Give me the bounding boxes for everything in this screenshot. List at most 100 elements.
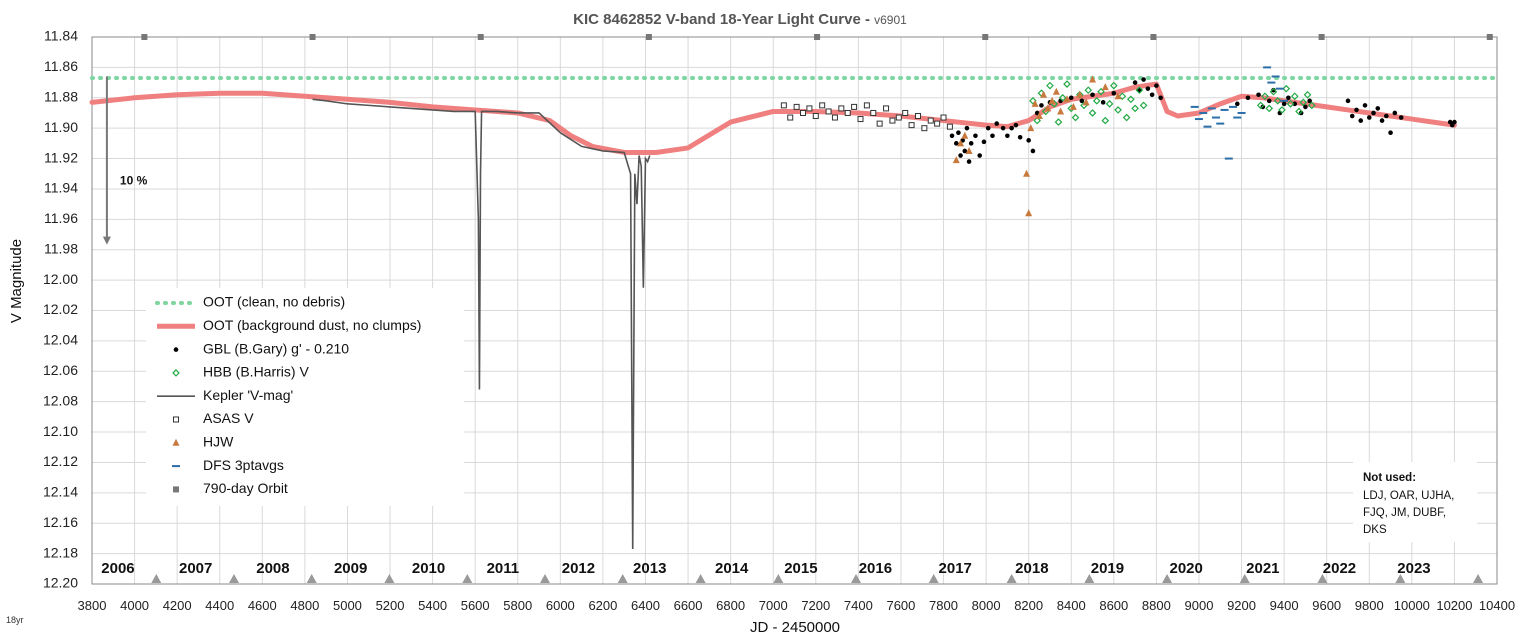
year-label: 2020 xyxy=(1170,560,1203,577)
year-label: 2021 xyxy=(1246,560,1279,577)
year-boundary-marker xyxy=(773,574,784,583)
legend-label: Kepler 'V-mag' xyxy=(203,387,293,403)
year-label: 2022 xyxy=(1323,560,1356,577)
data-point xyxy=(1097,87,1105,96)
data-point xyxy=(876,120,883,127)
series-7 xyxy=(1190,66,1289,160)
year-boundary-marker xyxy=(1084,574,1095,583)
annotation-arrow-head xyxy=(102,236,111,245)
x-tick-label: 6000 xyxy=(546,598,575,613)
x-tick-label: 5000 xyxy=(333,598,362,613)
data-point xyxy=(981,139,987,145)
data-point xyxy=(800,109,807,116)
data-point xyxy=(1122,113,1131,122)
legend-entry: ASAS V xyxy=(173,410,254,426)
data-point xyxy=(973,133,978,139)
x-tick-label: 9800 xyxy=(1355,598,1384,613)
annotation-label: 10 % xyxy=(120,173,148,187)
data-point xyxy=(1245,95,1251,101)
year-label: 2010 xyxy=(412,560,445,577)
data-point xyxy=(1100,100,1106,105)
data-point xyxy=(1371,110,1376,116)
data-point xyxy=(914,113,921,120)
data-point xyxy=(927,117,934,124)
data-point xyxy=(957,139,965,147)
data-point xyxy=(1068,95,1074,101)
year-boundary-marker xyxy=(1239,574,1250,583)
x-tick-label: 7000 xyxy=(759,598,788,613)
data-point xyxy=(949,133,955,139)
data-point xyxy=(1362,103,1368,108)
data-point xyxy=(895,114,902,121)
data-point xyxy=(1058,93,1067,102)
y-tick-label: 12.10 xyxy=(43,423,78,439)
data-point xyxy=(889,117,896,124)
x-tick-label: 9600 xyxy=(1312,598,1341,613)
year-label: 2015 xyxy=(784,560,817,577)
x-tick-label: 7600 xyxy=(886,598,915,613)
data-point xyxy=(838,105,845,112)
data-point xyxy=(844,109,851,116)
data-point xyxy=(1256,92,1261,98)
x-tick-label: 8600 xyxy=(1099,598,1128,613)
x-tick-label: 10400 xyxy=(1479,598,1515,613)
data-point xyxy=(819,102,826,109)
x-tick-label: 6400 xyxy=(631,598,660,613)
data-point xyxy=(1027,124,1035,132)
data-point xyxy=(1057,107,1065,115)
year-label: 2016 xyxy=(859,560,892,577)
year-boundary-marker xyxy=(540,574,551,583)
y-tick-label: 11.94 xyxy=(44,180,78,196)
y-tick-label: 12.18 xyxy=(43,544,78,560)
data-point xyxy=(1256,101,1265,110)
legend-label: HBB (B.Harris) V xyxy=(203,364,309,380)
data-point xyxy=(940,114,947,121)
not-used-box xyxy=(1353,462,1477,542)
corner-label: 18yr xyxy=(6,615,24,625)
data-point xyxy=(1082,98,1090,106)
data-point xyxy=(1046,81,1054,90)
year-label: 2019 xyxy=(1091,560,1124,577)
orbit-marker xyxy=(1150,34,1157,40)
data-point xyxy=(870,109,877,116)
data-point xyxy=(1079,98,1085,104)
x-tick-label: 10200 xyxy=(1436,598,1472,613)
y-tick-label: 12.04 xyxy=(43,332,78,348)
data-point xyxy=(1307,98,1312,104)
year-label: 2017 xyxy=(939,560,972,577)
data-point xyxy=(780,102,787,109)
orbit-marker xyxy=(982,34,989,40)
x-tick-label: 8800 xyxy=(1142,598,1171,613)
y-tick-labels: 11.84 11.86 11.88 11.90 11.92 11.94 11.96 11.98… xyxy=(43,28,78,591)
data-point xyxy=(1005,133,1010,139)
data-point xyxy=(966,159,972,164)
year-label: 2012 xyxy=(562,560,595,577)
not-used-line-2: FJQ, JM, DUBF, xyxy=(1363,507,1446,519)
legend-swatch xyxy=(173,416,179,423)
data-point xyxy=(1295,107,1303,116)
data-point xyxy=(1118,92,1127,101)
legend-box xyxy=(146,288,464,506)
data-point xyxy=(1039,103,1044,108)
year-label: 2018 xyxy=(1015,560,1048,577)
x-tick-label: 4200 xyxy=(163,598,192,613)
data-point xyxy=(857,116,864,123)
data-point xyxy=(1054,118,1063,126)
chart-title: KIC 8462852 V-band 18-Year Light Curve -… xyxy=(573,11,907,28)
data-point xyxy=(1030,148,1036,154)
legend-label: DFS 3ptavgs xyxy=(203,457,284,473)
data-point xyxy=(863,102,870,109)
data-point xyxy=(1076,90,1084,98)
data-point xyxy=(1269,87,1278,96)
legend-entry: HJW xyxy=(172,434,234,450)
data-point xyxy=(1379,118,1385,123)
x-tick-label: 4800 xyxy=(290,598,319,613)
data-point xyxy=(1145,86,1151,91)
legend-swatch xyxy=(172,438,180,446)
year-boundary-marker xyxy=(384,574,395,583)
data-point xyxy=(990,133,995,139)
data-point xyxy=(1286,100,1295,108)
data-point xyxy=(1052,87,1060,95)
data-point xyxy=(1009,125,1014,131)
orbit-marker xyxy=(814,34,821,40)
